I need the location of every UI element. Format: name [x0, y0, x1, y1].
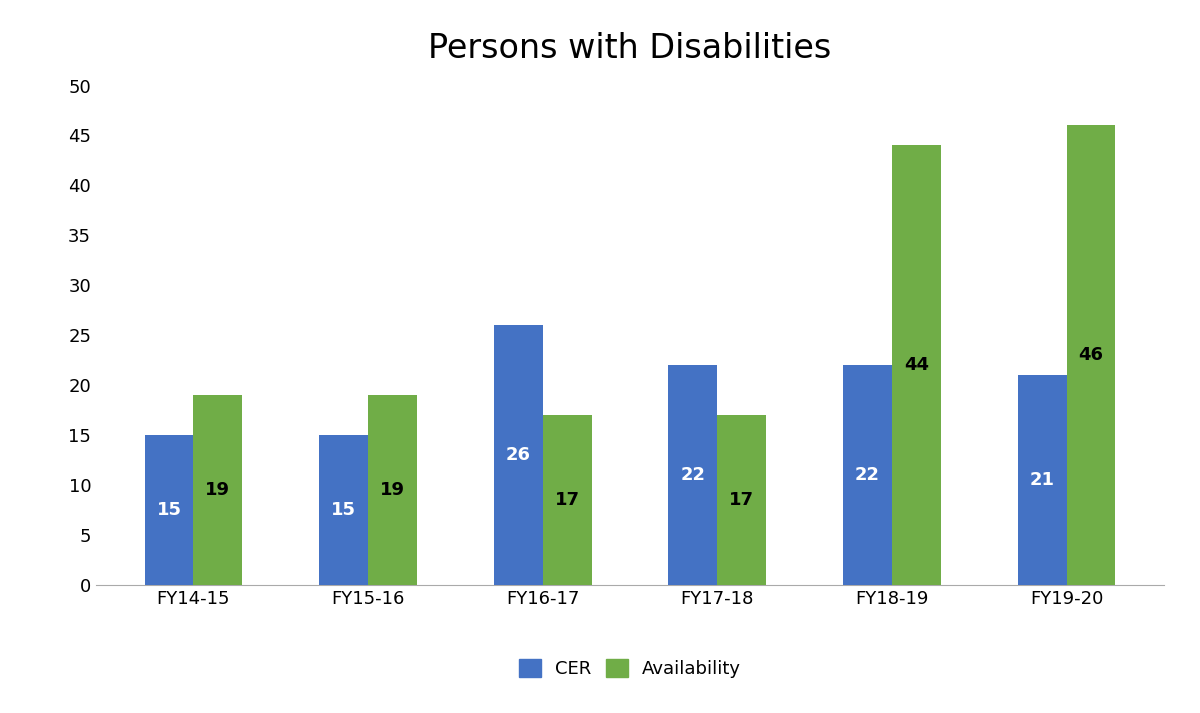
- Title: Persons with Disabilities: Persons with Disabilities: [428, 32, 832, 65]
- Text: 21: 21: [1030, 471, 1055, 489]
- Bar: [1018, 375, 1067, 585]
- Bar: [319, 435, 368, 585]
- Text: 17: 17: [554, 491, 580, 509]
- Text: 15: 15: [156, 501, 181, 519]
- Text: 19: 19: [205, 481, 230, 499]
- Text: 17: 17: [730, 491, 755, 509]
- Bar: [1067, 125, 1116, 585]
- Bar: [368, 395, 416, 585]
- Bar: [542, 415, 592, 585]
- Text: 26: 26: [505, 446, 530, 464]
- Bar: [844, 365, 892, 585]
- Text: 22: 22: [854, 466, 880, 484]
- Bar: [493, 325, 542, 585]
- Bar: [668, 365, 718, 585]
- Legend: CER, Availability: CER, Availability: [512, 652, 748, 685]
- Text: 22: 22: [680, 466, 706, 484]
- Text: 19: 19: [380, 481, 406, 499]
- Text: 15: 15: [331, 501, 356, 519]
- Text: 44: 44: [904, 356, 929, 374]
- Bar: [718, 415, 767, 585]
- Bar: [892, 145, 941, 585]
- Text: 46: 46: [1079, 346, 1104, 364]
- Bar: [193, 395, 242, 585]
- Bar: [144, 435, 193, 585]
